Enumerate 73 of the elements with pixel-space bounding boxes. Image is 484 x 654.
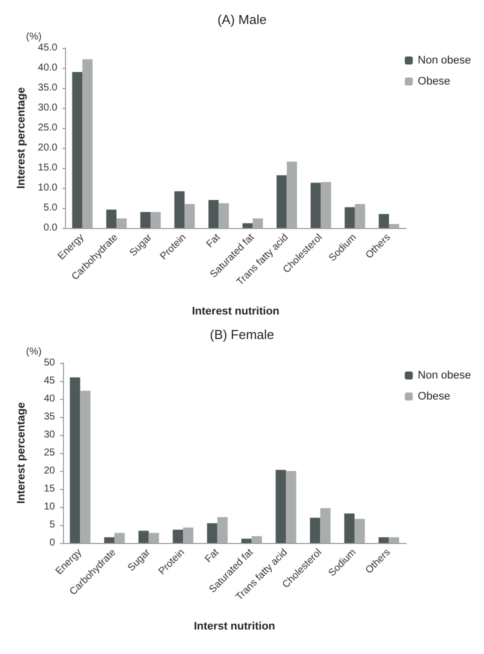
bar	[320, 182, 332, 228]
y-tick-label: 40	[44, 394, 56, 404]
y-tick-label: 20.0	[38, 142, 58, 154]
y-tick-label: 35.0	[38, 82, 58, 94]
y-tick-label: 0	[49, 538, 56, 548]
bar	[150, 212, 161, 228]
y-tick-label: 5	[49, 520, 56, 530]
bar	[252, 536, 262, 543]
y-axis-title: Interest percentage	[16, 402, 28, 504]
bar	[320, 508, 331, 543]
chart-title: (B) Female	[210, 327, 274, 342]
bar	[140, 212, 151, 228]
bar	[218, 203, 229, 228]
bar	[184, 204, 195, 228]
bar	[252, 218, 263, 228]
bar	[241, 538, 252, 543]
bar	[310, 182, 321, 228]
y-tick-label: 25.0	[38, 122, 58, 134]
y-tick-label: 20	[44, 466, 56, 476]
y-tick-label: 15.0	[38, 162, 58, 174]
bar	[80, 390, 90, 543]
y-tick-label: 45	[44, 376, 56, 386]
bar	[388, 224, 400, 228]
bar	[138, 530, 149, 543]
bar	[148, 532, 160, 543]
legend-label: Obese	[418, 76, 450, 88]
chart-title: (A) Male	[217, 12, 267, 27]
y-tick-label: 5.0	[43, 202, 58, 214]
bar	[106, 210, 116, 228]
bar	[217, 517, 228, 543]
bar	[104, 537, 114, 543]
bar	[276, 175, 287, 228]
y-tick-label: 0.0	[43, 222, 58, 234]
y-tick-label: 10	[44, 502, 56, 512]
bar	[310, 518, 320, 543]
legend-label: Non obese	[418, 370, 472, 382]
y-tick-label: 15	[44, 484, 56, 494]
y-tick-label: 25	[44, 448, 56, 458]
bar	[172, 530, 184, 543]
y-tick-label: 45.0	[38, 42, 58, 54]
bar	[114, 532, 125, 543]
bar	[183, 528, 194, 543]
y-tick-label: 30.0	[38, 102, 58, 114]
y-tick-label: 50	[44, 358, 56, 368]
bar	[174, 191, 185, 228]
bar	[344, 207, 355, 228]
bar	[276, 470, 286, 543]
y-tick-label: 10.0	[38, 182, 58, 194]
legend-label: Obese	[418, 390, 450, 402]
x-axis-title: Interst nutrition	[194, 620, 276, 632]
bar	[344, 513, 355, 543]
bar	[72, 72, 82, 228]
x-axis-title: Interest nutrition	[192, 306, 280, 318]
y-tick-label: 30	[44, 430, 56, 440]
legend-label: Non obese	[418, 54, 472, 66]
bar	[388, 537, 400, 543]
text: (%)	[26, 346, 42, 358]
bar	[378, 537, 389, 543]
bar	[378, 214, 389, 228]
bar	[70, 377, 80, 543]
bar	[354, 204, 366, 228]
bar	[208, 200, 219, 228]
bar	[286, 471, 296, 543]
y-tick-label: 40.0	[38, 62, 58, 74]
bar	[242, 223, 253, 228]
bar	[286, 162, 297, 228]
bar	[82, 59, 93, 228]
bar	[116, 218, 127, 228]
bar	[207, 523, 218, 543]
y-tick-label: 35	[44, 412, 56, 422]
y-axis-title: Interest percentage	[16, 87, 28, 189]
bar	[354, 518, 365, 543]
text: (%)	[26, 32, 42, 42]
